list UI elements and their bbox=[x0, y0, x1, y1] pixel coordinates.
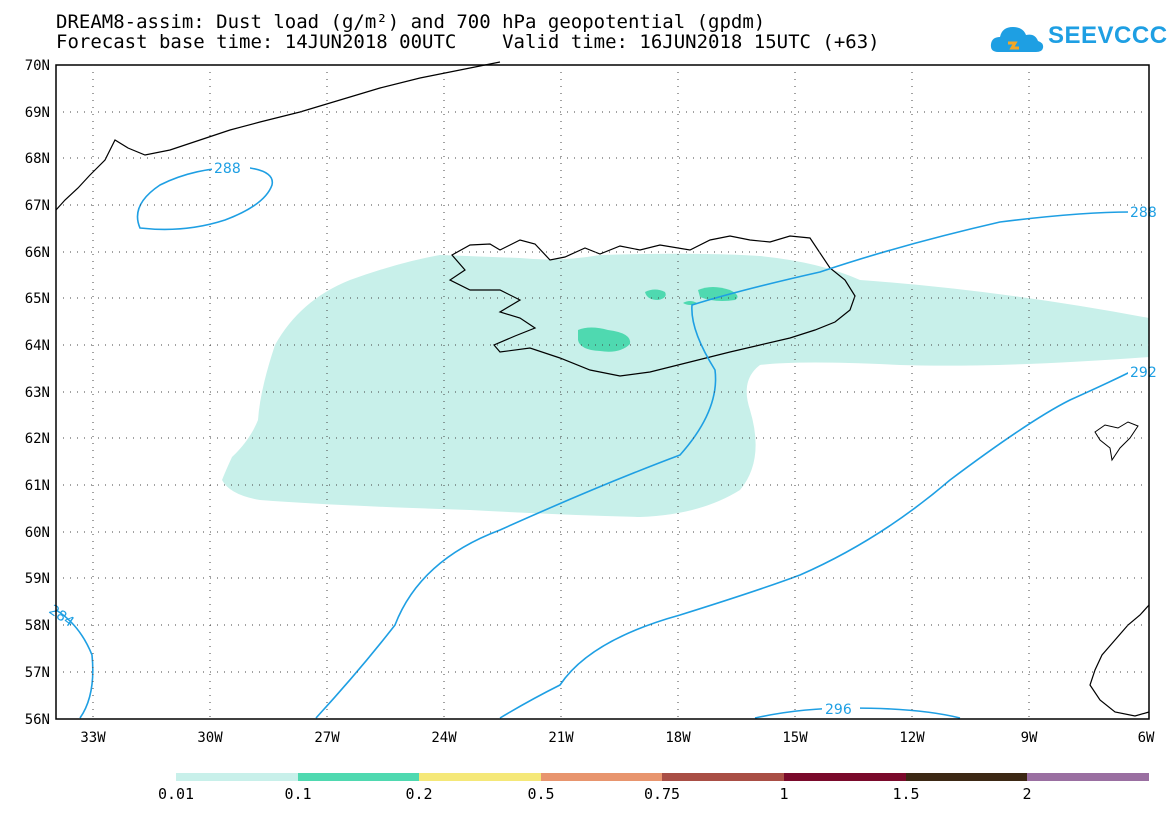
lat-tick-label: 56N bbox=[25, 712, 50, 728]
lon-tick-label: 9W bbox=[1021, 730, 1038, 746]
lon-tick-label: 33W bbox=[80, 730, 106, 746]
lat-tick-label: 70N bbox=[25, 58, 50, 74]
contour-label-288-b: 288 bbox=[1130, 205, 1157, 221]
lon-tick-label: 12W bbox=[899, 730, 925, 746]
norway-coastline bbox=[1089, 604, 1150, 717]
dust-patch-1 bbox=[578, 327, 631, 352]
contour-288-closed bbox=[136, 166, 274, 231]
faroe-islands bbox=[1094, 421, 1139, 462]
lat-tick-label: 58N bbox=[25, 618, 50, 634]
contour-label-284: 284 bbox=[46, 602, 77, 630]
lon-tick-label: 6W bbox=[1138, 730, 1155, 746]
seevccc-logo: SEEVCCC bbox=[988, 16, 1167, 62]
map-gridlines bbox=[56, 65, 1149, 719]
lon-tick-label: 18W bbox=[665, 730, 691, 746]
dust-area-low bbox=[222, 253, 1149, 517]
lat-tick-label: 69N bbox=[25, 105, 50, 121]
lat-tick-label: 64N bbox=[25, 338, 50, 354]
contour-288 bbox=[315, 211, 1131, 719]
lat-tick-label: 62N bbox=[25, 431, 50, 447]
dust-patch-2 bbox=[645, 289, 666, 300]
lon-tick-label: 27W bbox=[314, 730, 340, 746]
lat-tick-label: 68N bbox=[25, 151, 50, 167]
lat-tick-label: 65N bbox=[25, 291, 50, 307]
contour-292 bbox=[499, 371, 1131, 719]
lat-tick-label: 59N bbox=[25, 571, 50, 587]
greenland-coastline bbox=[55, 61, 501, 211]
lat-tick-label: 63N bbox=[25, 385, 50, 401]
contour-label-288-a: 288 bbox=[214, 161, 241, 177]
contour-284 bbox=[55, 609, 94, 719]
lat-tick-label: 60N bbox=[25, 525, 50, 541]
lat-tick-label: 66N bbox=[25, 245, 50, 261]
contour-label-292: 292 bbox=[1130, 365, 1157, 381]
map-subtitle: Forecast base time: 14JUN2018 00UTC Vali… bbox=[56, 31, 880, 53]
iceland-coastline bbox=[448, 235, 856, 377]
lon-tick-label: 30W bbox=[197, 730, 223, 746]
logo-text: SEEVCCC bbox=[1048, 22, 1168, 49]
map-title: DREAM8-assim: Dust load (g/m²) and 700 h… bbox=[56, 11, 766, 33]
lon-tick-label: 15W bbox=[782, 730, 808, 746]
lon-tick-label: 21W bbox=[548, 730, 574, 746]
lat-tick-label: 61N bbox=[25, 478, 50, 494]
lat-tick-label: 67N bbox=[25, 198, 50, 214]
cloud-icon bbox=[990, 27, 1044, 52]
contour-label-296: 296 bbox=[825, 702, 852, 718]
geopotential-contours bbox=[55, 166, 1131, 719]
lon-tick-label: 24W bbox=[431, 730, 457, 746]
lat-tick-label: 57N bbox=[25, 665, 50, 681]
